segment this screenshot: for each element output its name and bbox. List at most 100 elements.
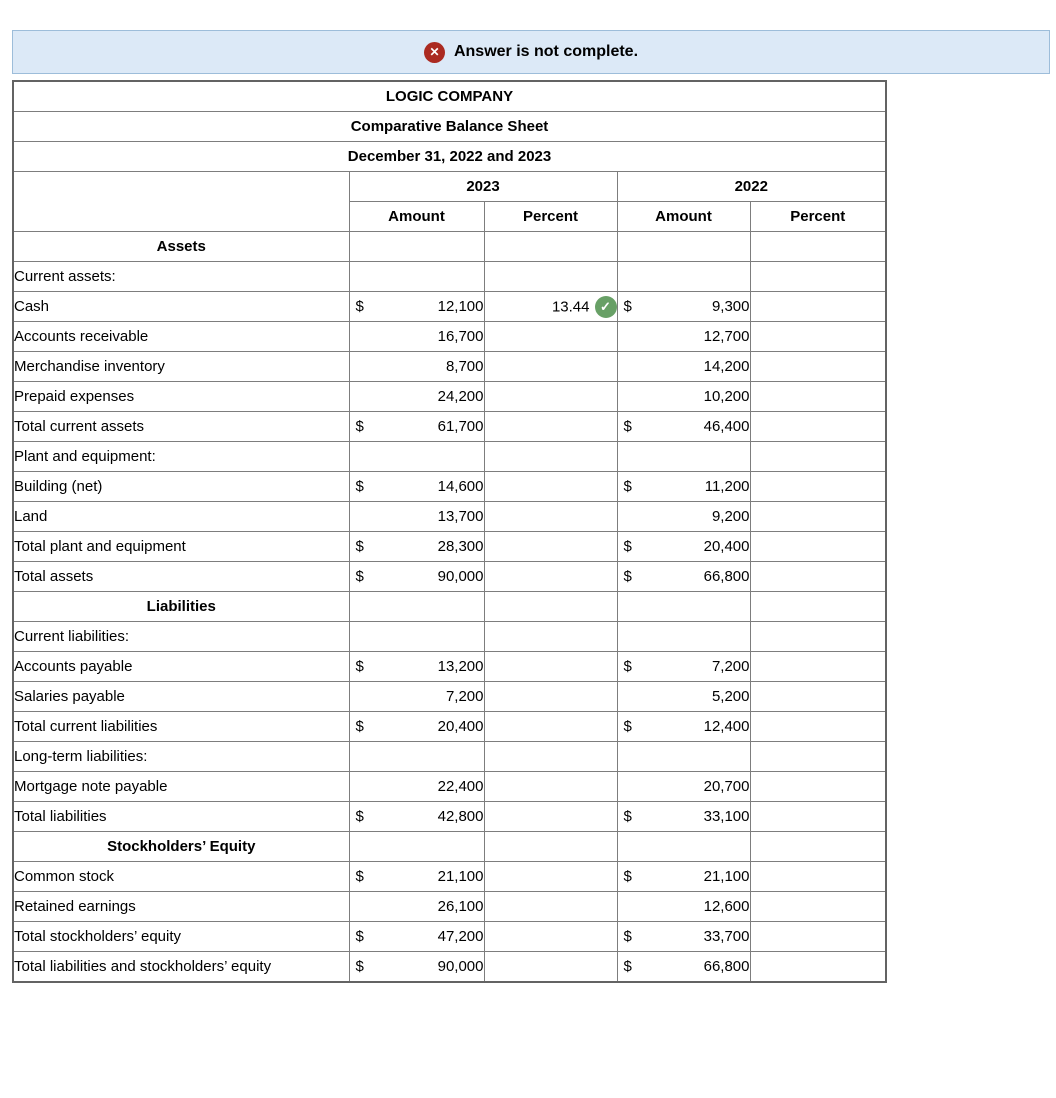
row-label: Land — [12, 501, 350, 532]
percent-2023-cell[interactable] — [483, 831, 618, 862]
amount-value: 12,700 — [703, 328, 750, 345]
percent-2022-cell[interactable] — [749, 261, 887, 292]
amount-2022-cell: 20,700 — [616, 771, 751, 802]
amount-2023-cell: 16,700 — [348, 321, 485, 352]
amount-value: 33,100 — [703, 808, 750, 825]
year-header-2023: 2023 — [348, 171, 618, 202]
percent-2023-cell[interactable] — [483, 471, 618, 502]
percent-2022-cell[interactable] — [749, 951, 887, 983]
percent-2023-cell[interactable] — [483, 711, 618, 742]
percent-2023-cell[interactable] — [483, 741, 618, 772]
percent-2023-cell[interactable] — [483, 951, 618, 983]
percent-2022-cell[interactable] — [749, 771, 887, 802]
company-name: LOGIC COMPANY — [12, 80, 887, 112]
amount-value: 14,600 — [437, 478, 484, 495]
row-label: Total liabilities — [12, 801, 350, 832]
percent-2022-cell[interactable] — [749, 561, 887, 592]
percent-2023-cell[interactable] — [483, 351, 618, 382]
row-label: Cash — [12, 291, 350, 322]
percent-2022-cell[interactable] — [749, 831, 887, 862]
amount-2022-cell: 10,200 — [616, 381, 751, 412]
percent-2023-cell[interactable] — [483, 681, 618, 712]
percent-2022-cell[interactable] — [749, 501, 887, 532]
percent-2023-cell[interactable]: 13.44 ✓ — [483, 291, 618, 322]
amount-2022-cell: $33,100 — [616, 801, 751, 832]
row-label: Common stock — [12, 861, 350, 892]
percent-2023-cell[interactable] — [483, 561, 618, 592]
percent-2022-cell[interactable] — [749, 411, 887, 442]
percent-2022-cell[interactable] — [749, 231, 887, 262]
amount-value: 90,000 — [437, 958, 484, 975]
percent-2023-cell[interactable] — [483, 921, 618, 952]
percent-2023-cell[interactable] — [483, 441, 618, 472]
percent-2023-cell[interactable] — [483, 231, 618, 262]
amount-value: 90,000 — [437, 568, 484, 585]
percent-2023-cell[interactable] — [483, 771, 618, 802]
amount-value: 14,200 — [703, 358, 750, 375]
percent-2022-cell[interactable] — [749, 591, 887, 622]
amount-value: 28,300 — [437, 538, 484, 555]
percent-2023-cell[interactable] — [483, 411, 618, 442]
dollar-sign: $ — [623, 538, 632, 555]
column-header-amount-2022: Amount — [616, 201, 751, 232]
percent-2022-cell[interactable] — [749, 891, 887, 922]
percent-2022-cell[interactable] — [749, 321, 887, 352]
percent-2023-cell[interactable] — [483, 591, 618, 622]
percent-2022-cell[interactable] — [749, 441, 887, 472]
percent-2023-cell[interactable] — [483, 381, 618, 412]
percent-2022-cell[interactable] — [749, 531, 887, 562]
dollar-sign: $ — [355, 868, 364, 885]
row-label: Merchandise inventory — [12, 351, 350, 382]
table-row: Current liabilities: — [12, 621, 887, 652]
percent-2022-cell[interactable] — [749, 351, 887, 382]
percent-2023-cell[interactable] — [483, 651, 618, 682]
percent-2023-cell[interactable] — [483, 531, 618, 562]
amount-value: 11,200 — [704, 478, 750, 495]
amount-value: 61,700 — [437, 418, 484, 435]
amount-2023-cell: $20,400 — [348, 711, 485, 742]
percent-2022-cell[interactable] — [749, 801, 887, 832]
row-label: Plant and equipment: — [12, 441, 350, 472]
table-row: Salaries payable 7,200 5,200 — [12, 681, 887, 712]
dollar-sign: $ — [355, 568, 364, 585]
row-label: Accounts receivable — [12, 321, 350, 352]
percent-2023-cell[interactable] — [483, 801, 618, 832]
table-row: Total assets $90,000 $66,800 — [12, 561, 887, 592]
dollar-sign: $ — [623, 478, 632, 495]
percent-2022-cell[interactable] — [749, 291, 887, 322]
row-label: Total plant and equipment — [12, 531, 350, 562]
column-header-percent-2023: Percent — [483, 201, 618, 232]
table-row: Liabilities — [12, 591, 887, 622]
percent-2023-cell[interactable] — [483, 261, 618, 292]
percent-2023-cell[interactable] — [483, 501, 618, 532]
row-label: Current assets: — [12, 261, 350, 292]
percent-2022-cell[interactable] — [749, 681, 887, 712]
percent-2023-cell[interactable] — [483, 861, 618, 892]
table-row: Mortgage note payable 22,400 20,700 — [12, 771, 887, 802]
percent-2023-cell[interactable] — [483, 621, 618, 652]
amount-2023-cell: $14,600 — [348, 471, 485, 502]
amount-2022-cell: $11,200 — [616, 471, 751, 502]
amount-value: 13,700 — [437, 508, 484, 525]
percent-2022-cell[interactable] — [749, 921, 887, 952]
amount-2022-cell: $20,400 — [616, 531, 751, 562]
percent-2023-cell[interactable] — [483, 891, 618, 922]
percent-2023-cell[interactable] — [483, 321, 618, 352]
dollar-sign: $ — [623, 418, 632, 435]
row-label: Total current assets — [12, 411, 350, 442]
table-row: Plant and equipment: — [12, 441, 887, 472]
percent-2022-cell[interactable] — [749, 621, 887, 652]
percent-2022-cell[interactable] — [749, 861, 887, 892]
row-label: Retained earnings — [12, 891, 350, 922]
table-row: Total liabilities and stockholders’ equi… — [12, 951, 887, 983]
dollar-sign: $ — [623, 958, 632, 975]
percent-2022-cell[interactable] — [749, 741, 887, 772]
dollar-sign: $ — [623, 808, 632, 825]
percent-2022-cell[interactable] — [749, 381, 887, 412]
amount-2023-cell: 26,100 — [348, 891, 485, 922]
amount-2023-cell — [348, 741, 485, 772]
dollar-sign: $ — [355, 958, 364, 975]
percent-2022-cell[interactable] — [749, 711, 887, 742]
percent-2022-cell[interactable] — [749, 471, 887, 502]
percent-2022-cell[interactable] — [749, 651, 887, 682]
